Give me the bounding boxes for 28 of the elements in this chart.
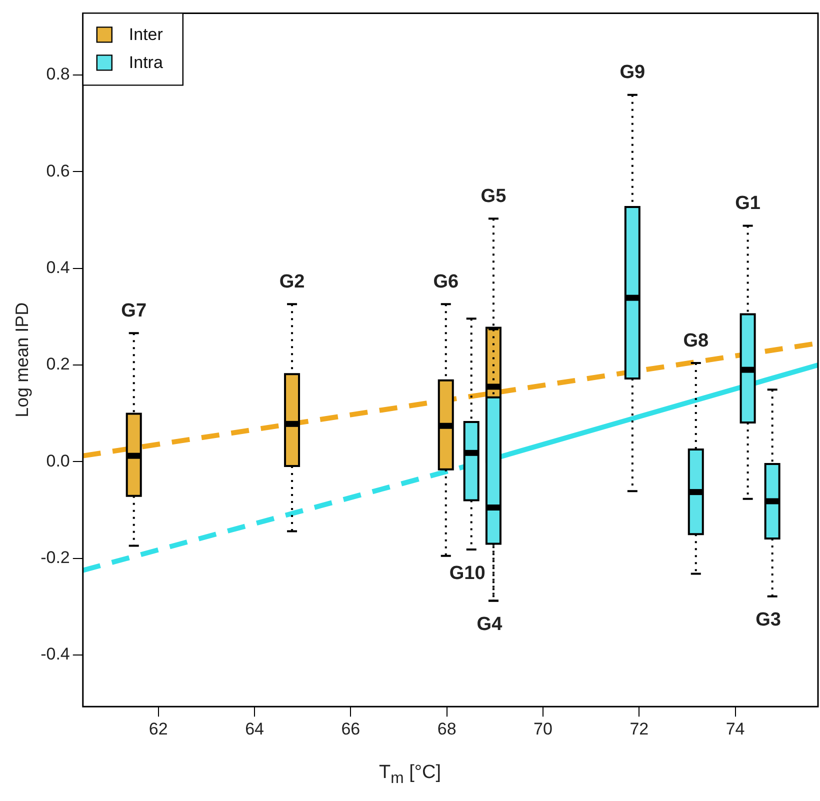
annotation: G4 — [476, 614, 503, 636]
x-tick-label: 70 — [534, 719, 552, 738]
annotation: G10 — [449, 562, 486, 584]
y-tick-label: 0.2 — [46, 354, 70, 374]
y-axis-title: Log mean IPD — [12, 302, 32, 418]
legend-label: Intra — [128, 52, 164, 72]
annotation: G5 — [480, 186, 507, 207]
y-tick-label: 0.6 — [46, 161, 70, 180]
x-tick-label: 66 — [341, 719, 360, 738]
annotation: G8 — [683, 330, 709, 352]
legend-label: Inter — [128, 24, 164, 44]
x-tick-label: 62 — [148, 719, 168, 738]
y-tick-label: 0.4 — [46, 258, 70, 278]
y-tick-label: -0.4 — [40, 644, 70, 664]
annotation: G6 — [433, 271, 459, 292]
x-tick-label: 72 — [630, 719, 649, 738]
annotation: G9 — [620, 62, 646, 84]
x-axis-title: T$_{m}$ [°C] — [378, 762, 442, 788]
x-tick-label: 64 — [245, 719, 264, 738]
y-tick-label: 0.8 — [46, 64, 70, 84]
annotation: G3 — [756, 610, 782, 631]
x-tick-label: 68 — [437, 719, 456, 738]
annotation: G1 — [735, 193, 761, 214]
annotation: G7 — [121, 300, 147, 322]
annotation: G2 — [279, 271, 305, 292]
x-tick-label: 74 — [726, 719, 745, 738]
y-tick-label: 0.0 — [46, 451, 70, 470]
y-tick-label: -0.2 — [40, 548, 70, 567]
